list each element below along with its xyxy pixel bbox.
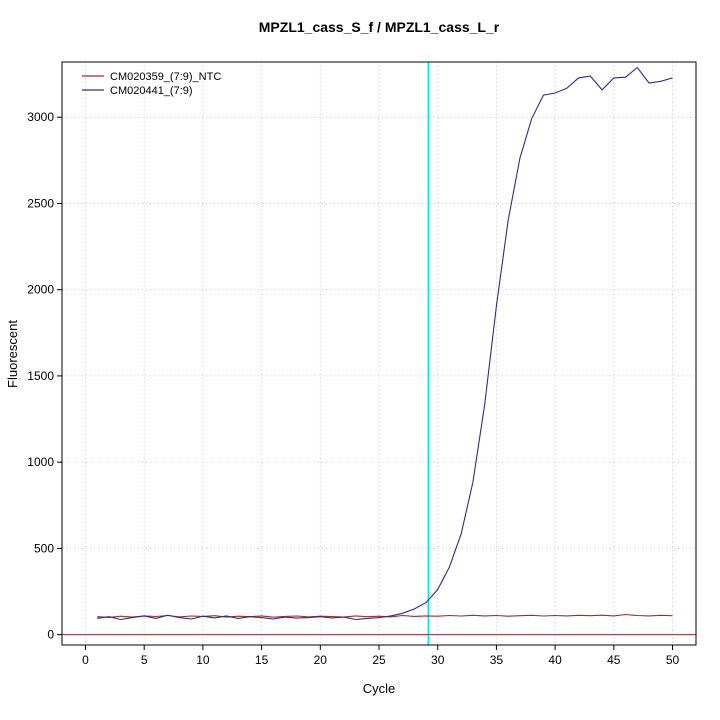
y-tick-label: 500	[34, 541, 54, 555]
series-line-1	[97, 66, 673, 621]
x-tick-label: 5	[141, 653, 148, 667]
x-axis-label: Cycle	[363, 681, 396, 696]
x-tick-label: 0	[82, 653, 89, 667]
legend: CM020359_(7:9)_NTC CM020441_(7:9)	[82, 71, 221, 97]
y-tick-label: 3000	[27, 110, 54, 124]
y-tick-label: 2000	[27, 283, 54, 297]
x-tick-label: 30	[431, 653, 445, 667]
plot-area: 0 5 10 15 20 25 30 35 40 45 5005001000150020002500…	[27, 61, 697, 667]
plot-border	[61, 61, 697, 646]
x-tick-label: 50	[666, 653, 680, 667]
x-tick-label: 45	[607, 653, 621, 667]
x-tick-label: 35	[490, 653, 504, 667]
y-axis-label: Fluorescent	[5, 320, 20, 388]
y-tick-label: 1000	[27, 455, 54, 469]
legend-label: CM020441_(7:9)	[110, 85, 193, 97]
y-tick-label: 1500	[27, 369, 54, 383]
x-tick-label: 15	[255, 653, 269, 667]
legend-label: CM020359_(7:9)_NTC	[110, 71, 221, 83]
x-tick-label: 10	[196, 653, 210, 667]
x-tick-label: 40	[548, 653, 562, 667]
y-tick-label: 0	[47, 628, 54, 642]
x-tick-label: 25	[372, 653, 386, 667]
x-tick-label: 20	[314, 653, 328, 667]
chart-title: MPZL1_cass_S_f / MPZL1_cass_L_r	[259, 19, 500, 35]
y-tick-label: 2500	[27, 196, 54, 210]
